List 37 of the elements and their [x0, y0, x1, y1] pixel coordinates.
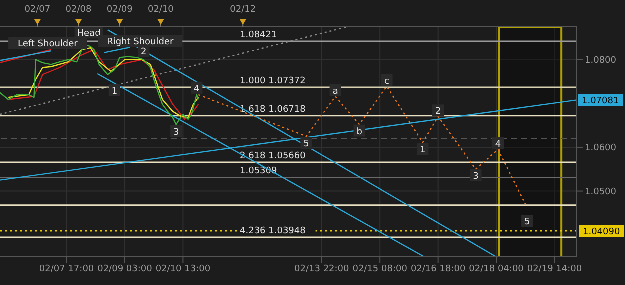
y-tick-label: 1.0600: [585, 144, 617, 154]
x-tick-label: 02/15 08:00: [352, 264, 408, 274]
x2-tick-label: 02/09: [106, 5, 134, 15]
annotation: Head: [77, 29, 101, 40]
x2-tick-label: 02/10: [148, 5, 174, 15]
x2-tick-label: 02/07: [24, 5, 51, 15]
annotation: b: [356, 127, 363, 138]
ref-line-label: 4.236 1.03948: [240, 226, 306, 236]
annotation: 4: [194, 84, 200, 94]
annotation: a: [332, 87, 338, 98]
x2-tick-label: 02/12: [230, 5, 256, 15]
ref-line-label: 1.04090: [582, 228, 620, 238]
annotation: Left Shoulder: [18, 40, 78, 50]
annotation: 1: [112, 87, 118, 98]
ref-line-label: 1.000 1.07372: [240, 76, 306, 86]
y-tick-label: 1.0500: [585, 187, 617, 198]
x-tick-label: 02/19 14:00: [527, 264, 582, 274]
annotation: 2: [140, 48, 147, 58]
annotation: c: [384, 76, 390, 87]
annotation: 1.07081: [582, 96, 620, 107]
annotation: Right Shoulder: [107, 38, 174, 48]
x-tick-label: 02/18 04:00: [469, 264, 524, 274]
annotation: 4: [495, 140, 502, 150]
x-tick-label: 02/16 18:00: [410, 264, 466, 274]
y-tick-label: 1.0800: [585, 56, 617, 66]
x-tick-label: 02/07 17:00: [39, 264, 94, 274]
x-tick-label: 02/09 03:00: [98, 264, 153, 274]
annotation: 5: [524, 218, 530, 228]
annotation: 1: [420, 146, 426, 156]
annotation: 3: [173, 128, 180, 138]
x2-tick-label: 02/08: [66, 5, 92, 15]
x-tick-label: 02/13 22:00: [294, 264, 350, 274]
annotation: 5: [304, 140, 310, 150]
x-tick-label: 02/10 13:00: [156, 264, 211, 274]
annotation: 2: [435, 107, 442, 118]
annotation: 3: [473, 172, 479, 182]
ref-line-label: 1.08421: [240, 30, 278, 40]
